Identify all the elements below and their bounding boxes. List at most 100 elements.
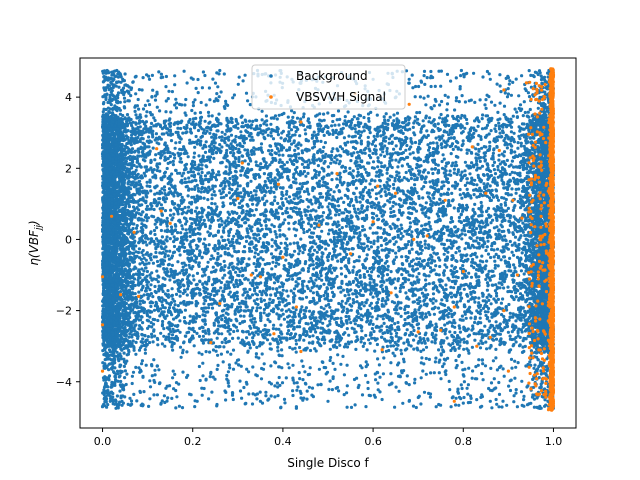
background-point bbox=[349, 321, 353, 325]
background-point bbox=[513, 359, 517, 363]
background-point bbox=[225, 148, 229, 153]
background-point bbox=[264, 227, 268, 231]
background-point bbox=[445, 102, 450, 106]
background-point bbox=[245, 336, 249, 340]
background-point bbox=[321, 177, 325, 181]
background-point bbox=[496, 164, 500, 169]
background-point bbox=[368, 266, 372, 271]
background-point bbox=[418, 170, 422, 174]
background-point bbox=[357, 269, 361, 273]
background-point bbox=[418, 257, 422, 261]
background-point bbox=[427, 148, 431, 152]
background-point bbox=[383, 299, 388, 303]
background-point bbox=[450, 295, 454, 299]
background-point bbox=[474, 332, 478, 336]
background-point bbox=[416, 235, 420, 239]
background-point bbox=[264, 224, 268, 228]
background-point bbox=[319, 305, 323, 309]
background-point bbox=[456, 209, 460, 213]
background-point bbox=[376, 297, 380, 301]
background-point bbox=[351, 169, 355, 173]
background-point bbox=[173, 103, 177, 107]
background-point bbox=[162, 132, 166, 136]
background-point bbox=[488, 184, 492, 188]
background-point bbox=[208, 224, 212, 228]
background-point bbox=[465, 341, 469, 345]
background-point bbox=[432, 312, 436, 316]
background-point bbox=[186, 287, 190, 291]
background-point bbox=[198, 378, 202, 383]
background-point bbox=[202, 128, 206, 132]
background-point bbox=[165, 239, 169, 243]
background-point bbox=[448, 330, 452, 334]
background-point bbox=[438, 103, 442, 107]
background-point bbox=[272, 224, 276, 229]
background-point bbox=[366, 112, 371, 116]
background-point bbox=[285, 289, 289, 293]
background-point bbox=[232, 285, 237, 289]
background-point bbox=[473, 315, 477, 319]
background-point bbox=[335, 177, 339, 181]
background-point bbox=[414, 262, 418, 266]
background-point bbox=[518, 229, 522, 233]
background-point bbox=[286, 115, 290, 119]
background-point bbox=[337, 228, 342, 232]
background-point bbox=[262, 184, 266, 188]
background-point bbox=[508, 311, 512, 315]
background-point bbox=[213, 243, 217, 248]
background-point bbox=[235, 143, 239, 147]
background-point bbox=[218, 345, 222, 349]
background-point bbox=[366, 386, 370, 391]
background-point bbox=[375, 214, 379, 218]
background-point bbox=[284, 376, 288, 380]
background-point bbox=[350, 247, 355, 251]
background-point bbox=[329, 216, 333, 220]
background-point bbox=[264, 217, 268, 221]
background-point bbox=[434, 299, 438, 303]
background-point bbox=[222, 259, 226, 263]
background-point bbox=[362, 304, 366, 308]
background-point bbox=[496, 297, 500, 301]
background-point bbox=[459, 383, 463, 387]
background-point bbox=[162, 185, 167, 189]
background-point bbox=[256, 133, 260, 137]
background-point bbox=[309, 317, 313, 321]
background-point bbox=[512, 131, 516, 135]
background-point bbox=[458, 193, 462, 197]
background-point bbox=[495, 194, 499, 198]
background-point bbox=[512, 394, 516, 398]
background-point bbox=[311, 273, 315, 277]
background-point bbox=[385, 149, 389, 153]
background-point bbox=[230, 188, 234, 192]
background-point bbox=[304, 260, 308, 264]
background-point bbox=[385, 146, 389, 151]
background-point bbox=[299, 317, 303, 321]
background-point bbox=[417, 296, 421, 300]
background-point bbox=[460, 131, 464, 135]
background-point bbox=[461, 318, 465, 322]
background-point bbox=[258, 218, 262, 222]
background-point bbox=[150, 278, 154, 282]
background-point bbox=[337, 162, 341, 166]
background-point bbox=[392, 200, 396, 204]
background-point bbox=[445, 336, 449, 340]
background-point bbox=[209, 302, 213, 306]
background-point bbox=[322, 341, 327, 345]
background-point bbox=[460, 94, 464, 98]
background-point bbox=[500, 313, 504, 317]
background-point bbox=[300, 359, 304, 363]
background-point bbox=[176, 323, 180, 328]
background-point bbox=[230, 144, 235, 148]
background-point bbox=[261, 196, 265, 200]
background-point bbox=[330, 257, 334, 261]
background-point bbox=[360, 283, 364, 287]
background-point bbox=[404, 170, 408, 175]
background-point bbox=[495, 287, 499, 291]
background-point bbox=[349, 197, 354, 201]
background-point bbox=[169, 139, 174, 143]
background-point bbox=[422, 69, 427, 73]
background-point bbox=[278, 383, 282, 387]
background-point bbox=[364, 333, 368, 338]
background-point bbox=[283, 241, 287, 245]
background-point bbox=[246, 308, 251, 312]
